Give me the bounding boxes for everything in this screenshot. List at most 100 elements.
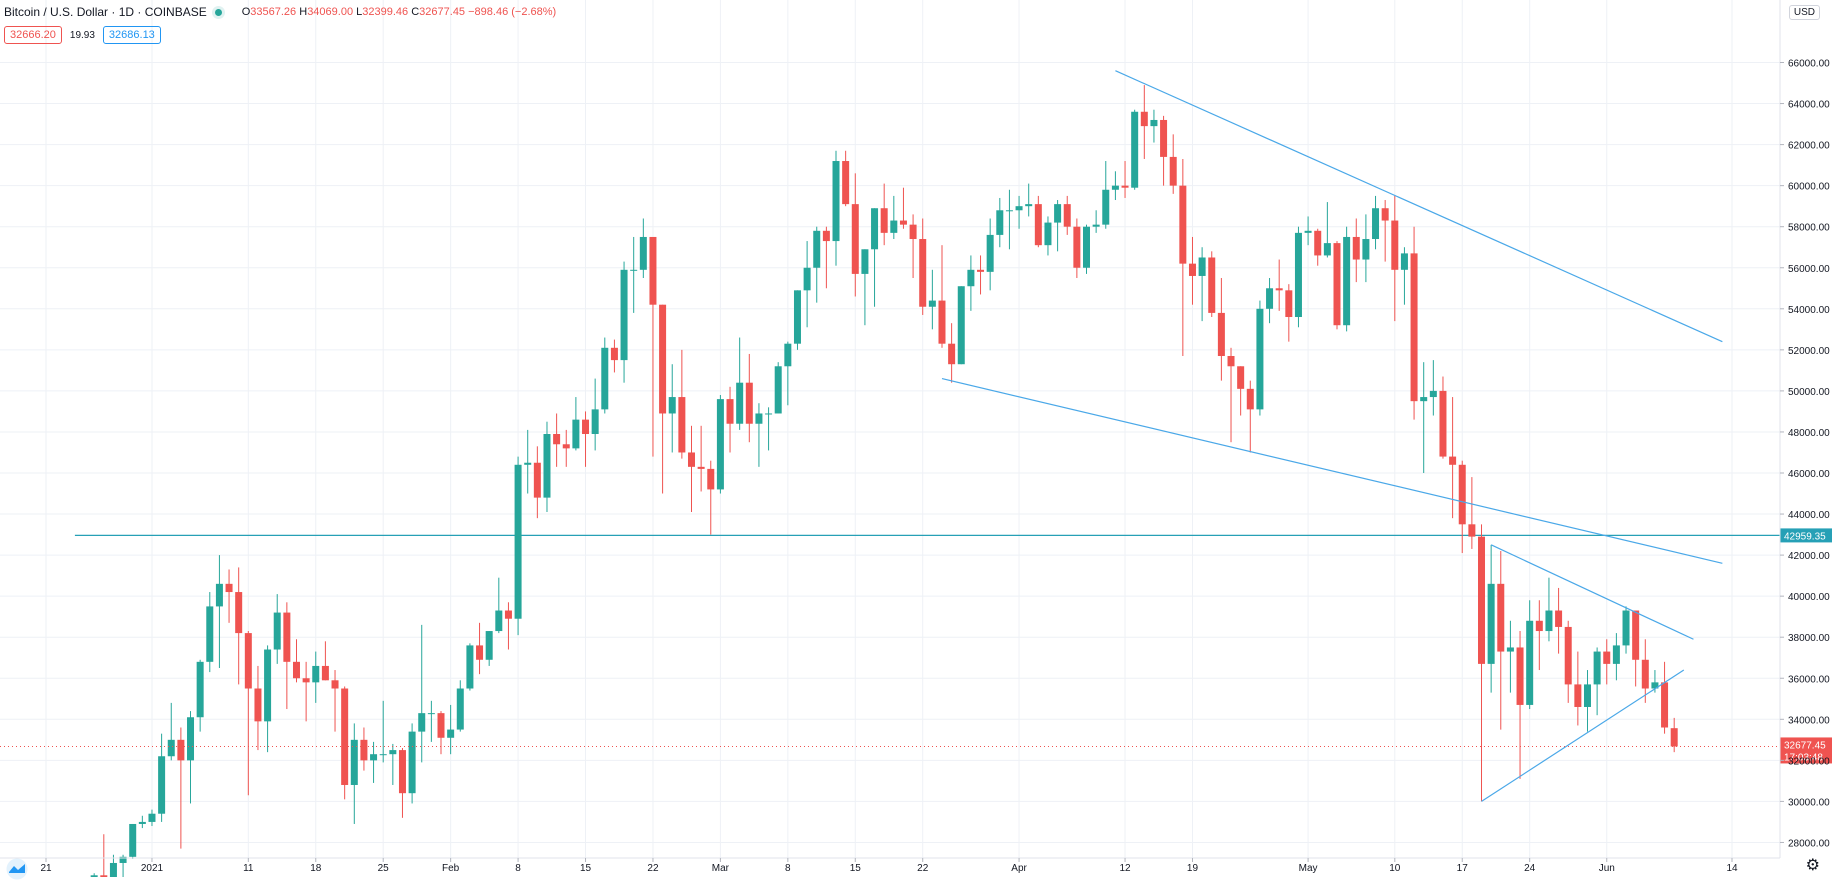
candle[interactable] — [1015, 195, 1023, 229]
candle[interactable] — [1564, 620, 1572, 703]
candle[interactable] — [1073, 218, 1081, 279]
candle[interactable] — [389, 743, 397, 785]
sell-button[interactable]: 32666.20 — [4, 26, 62, 44]
candle[interactable] — [543, 421, 551, 512]
candle[interactable] — [832, 150, 840, 266]
candle[interactable] — [215, 555, 223, 668]
candle[interactable] — [1449, 397, 1457, 519]
candle[interactable] — [1468, 477, 1476, 549]
candle[interactable] — [1333, 241, 1341, 330]
candle[interactable] — [784, 341, 792, 406]
candle[interactable] — [553, 413, 561, 467]
candle[interactable] — [504, 602, 512, 650]
trendlines[interactable] — [941, 70, 1723, 802]
time-axis[interactable]: 21 2021 11 18 25 Feb 8 15 22 Mar 8 15 22 Apr 12 19 May 10… — [0, 857, 1780, 874]
candle[interactable] — [813, 226, 821, 303]
candle[interactable] — [1429, 360, 1437, 416]
candle[interactable] — [1670, 717, 1678, 753]
candle[interactable] — [1005, 189, 1013, 250]
tradingview-logo-icon[interactable] — [4, 858, 30, 880]
candle[interactable] — [919, 218, 927, 315]
candle[interactable] — [1516, 631, 1524, 779]
candle[interactable] — [1661, 661, 1669, 734]
candle[interactable] — [871, 208, 879, 307]
candle[interactable] — [1208, 251, 1216, 318]
candle[interactable] — [899, 187, 907, 229]
candle[interactable] — [370, 741, 378, 783]
candle[interactable] — [1198, 247, 1206, 322]
candle[interactable] — [639, 218, 647, 279]
candle[interactable] — [1237, 366, 1245, 416]
candle[interactable] — [1217, 278, 1225, 381]
candle[interactable] — [716, 395, 724, 494]
candle[interactable] — [476, 622, 484, 675]
candle[interactable] — [1535, 600, 1543, 671]
candle[interactable] — [235, 567, 243, 685]
candle[interactable] — [1487, 544, 1495, 693]
candle[interactable] — [1352, 218, 1360, 283]
candle[interactable] — [822, 226, 830, 289]
candle[interactable] — [466, 643, 474, 691]
candle[interactable] — [1603, 639, 1611, 685]
candle[interactable] — [196, 659, 204, 732]
candle[interactable] — [1092, 210, 1100, 233]
candle[interactable] — [273, 594, 281, 664]
candle[interactable] — [1381, 200, 1389, 262]
candle[interactable] — [1343, 226, 1351, 332]
candle[interactable] — [109, 854, 117, 877]
settings-gear-icon[interactable]: ⚙ — [1805, 857, 1820, 874]
candle[interactable] — [774, 362, 782, 414]
candle[interactable] — [1641, 639, 1649, 703]
candle[interactable] — [1458, 460, 1466, 554]
candle[interactable] — [620, 261, 628, 383]
candle[interactable] — [254, 665, 262, 751]
candle[interactable] — [1169, 134, 1177, 194]
candle[interactable] — [1179, 158, 1187, 357]
candle[interactable] — [456, 680, 464, 732]
candle[interactable] — [697, 425, 705, 492]
candle[interactable] — [678, 349, 686, 459]
candle[interactable] — [1025, 183, 1033, 217]
candle[interactable] — [1227, 347, 1235, 443]
candle[interactable] — [244, 631, 252, 796]
candle[interactable] — [533, 446, 541, 519]
candle[interactable] — [957, 286, 965, 365]
price-axis[interactable]: 28000.00 30000.00 32000.00 34000.00 36000.00… — [1779, 0, 1830, 858]
candle[interactable] — [1314, 228, 1322, 266]
candle[interactable] — [630, 236, 638, 313]
candle[interactable] — [928, 269, 936, 330]
candle[interactable] — [1121, 161, 1129, 198]
candle[interactable] — [119, 854, 127, 877]
candle[interactable] — [1131, 109, 1139, 190]
candle[interactable] — [177, 727, 185, 849]
candle[interactable] — [890, 195, 898, 240]
candle[interactable] — [1034, 195, 1042, 248]
candle[interactable] — [1439, 376, 1447, 459]
candle[interactable] — [350, 723, 358, 824]
currency-button[interactable]: USD — [1788, 5, 1820, 20]
candle[interactable] — [1304, 216, 1312, 246]
candle[interactable] — [292, 639, 300, 683]
candle[interactable] — [341, 686, 349, 800]
candle[interactable] — [398, 748, 406, 818]
candle[interactable] — [659, 304, 667, 494]
candle[interactable] — [1612, 633, 1620, 681]
candle[interactable] — [582, 411, 590, 467]
candle[interactable] — [1526, 600, 1534, 710]
candle[interactable] — [148, 809, 156, 827]
candle[interactable] — [880, 183, 888, 246]
candle[interactable] — [1506, 620, 1514, 693]
candle[interactable] — [1622, 606, 1630, 654]
candle[interactable] — [100, 834, 108, 877]
candle[interactable] — [591, 378, 599, 451]
candle[interactable] — [793, 290, 801, 350]
candle[interactable] — [427, 700, 435, 742]
candle[interactable] — [1410, 226, 1418, 420]
candle[interactable] — [909, 214, 917, 279]
candle[interactable] — [745, 353, 753, 443]
candle[interactable] — [1478, 524, 1486, 802]
candle[interactable] — [1054, 200, 1062, 252]
candle[interactable] — [851, 173, 859, 297]
candles[interactable] — [90, 85, 1678, 877]
